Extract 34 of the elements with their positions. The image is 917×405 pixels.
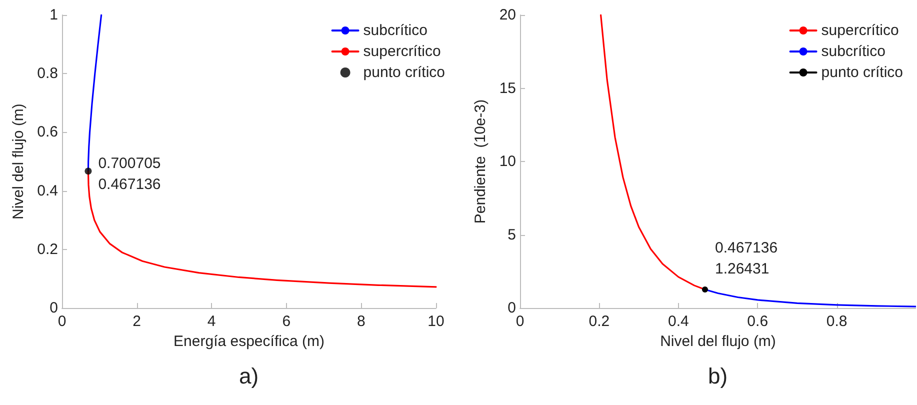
x-tick-label: 10 [428, 313, 444, 330]
x-tick-label: 6 [282, 313, 291, 330]
legend-label: subcrítico [821, 43, 886, 60]
y-tick-label: 20 [499, 6, 516, 24]
y-tick-label: 0.2 [37, 240, 58, 258]
y-tick-label: 0.8 [37, 65, 58, 82]
x-tick-label: 0.6 [747, 313, 768, 330]
y-tick-label: 15 [499, 80, 516, 97]
y-tick-label: 5 [508, 226, 516, 244]
annotation: 0.467136 1.26431 [714, 239, 778, 278]
x-tick-label: 8 [357, 313, 366, 330]
y-tick-label: 1 [50, 6, 58, 24]
y-tick-label: 0 [50, 300, 58, 316]
legend-label: punto crítico [363, 64, 446, 81]
y-axis-title: Pendiente (10e-3) [472, 99, 489, 224]
text: a) [239, 364, 259, 388]
y-tick-label: 0.6 [37, 124, 58, 141]
annotation: 0.700705 0.467136 [98, 155, 161, 194]
text: b) [708, 364, 728, 388]
x-tick-label: 2 [132, 313, 141, 330]
y-tick-label: 10 [499, 153, 516, 170]
y-tick-label: 0 [508, 300, 516, 316]
x-tick-label: 0.8 [826, 313, 848, 330]
x-tick-label: 0.2 [588, 313, 610, 330]
legend-label: subcrítico [363, 22, 428, 39]
y-axis-title: Nivel del flujo (m) [10, 104, 28, 220]
x-tick-label: 0.4 [668, 313, 689, 330]
legend-label: supercrítico [363, 43, 441, 60]
x-axis-title: Nivel del flujo (m) [660, 332, 776, 350]
x-tick-label: 4 [207, 313, 216, 330]
legend-label: supercrítico [821, 22, 899, 39]
legend-label: punto crítico [821, 64, 904, 81]
y-tick-label: 0.4 [37, 182, 58, 200]
x-axis-title: Energía específica (m) [174, 332, 324, 350]
